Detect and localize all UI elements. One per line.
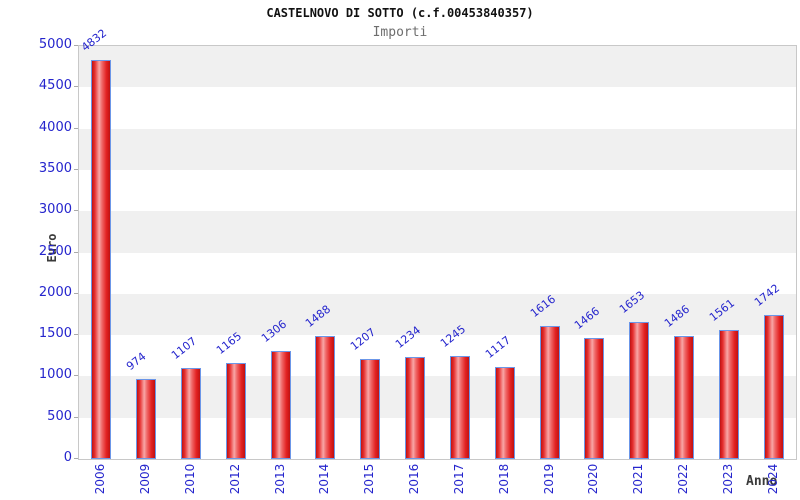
x-tick-label: 2023 — [720, 463, 735, 495]
bar-2014 — [315, 336, 336, 459]
bar-2009 — [136, 378, 157, 459]
x-tick-label: 2012 — [227, 463, 242, 495]
bar-2017 — [449, 356, 470, 459]
y-tick-mark — [74, 86, 78, 88]
x-tick-label: 2024 — [765, 463, 780, 495]
chart-subtitle: Importi — [372, 25, 428, 40]
grid-band — [79, 253, 796, 294]
bar-2021 — [629, 322, 650, 459]
y-tick-mark — [74, 210, 78, 212]
y-tick-label: 4000 — [38, 119, 72, 135]
y-tick-label: 5000 — [38, 37, 72, 52]
y-tick-mark — [74, 334, 78, 336]
y-tick-label: 1000 — [38, 367, 72, 383]
bar-2016 — [405, 357, 426, 459]
grid-band — [79, 46, 796, 88]
y-tick-mark — [74, 168, 78, 170]
y-tick-mark — [74, 292, 78, 294]
y-tick-mark — [74, 458, 78, 459]
x-tick-label: 2019 — [541, 463, 556, 495]
bar-2024 — [763, 315, 784, 459]
bar-2023 — [718, 330, 739, 459]
x-tick-label: 2015 — [362, 463, 377, 495]
x-tick-label: 2018 — [496, 463, 511, 495]
bar-2012 — [225, 362, 246, 459]
x-tick-label: 2021 — [631, 463, 646, 495]
x-tick-label: 2020 — [586, 463, 601, 495]
y-tick-mark — [74, 127, 78, 129]
x-tick-label: 2013 — [272, 463, 287, 495]
x-tick-label: 2014 — [317, 463, 332, 495]
bar-2022 — [673, 336, 694, 459]
grid-band — [79, 87, 796, 128]
y-tick-label: 2500 — [38, 243, 72, 259]
bar-2013 — [270, 351, 291, 459]
bar-2018 — [494, 366, 515, 459]
y-tick-label: 3500 — [38, 160, 72, 176]
x-tick-label: 2009 — [138, 463, 153, 495]
y-tick-label: 2000 — [38, 284, 72, 300]
grid-band — [79, 211, 796, 253]
grid-band — [79, 170, 796, 211]
chart-title: CASTELNOVO DI SOTTO (c.f.00453840357) — [266, 6, 534, 20]
y-tick-label: 4500 — [38, 78, 72, 94]
y-tick-mark — [74, 375, 78, 377]
grid-band — [79, 128, 796, 170]
x-tick-label: 2017 — [451, 463, 466, 495]
y-tick-mark — [74, 251, 78, 253]
y-tick-label: 500 — [47, 408, 72, 424]
bar-2006 — [91, 59, 112, 459]
y-tick-label: 1500 — [38, 326, 72, 342]
y-tick-label: 0 — [63, 450, 72, 465]
y-tick-label: 3000 — [38, 202, 72, 218]
x-tick-label: 2010 — [183, 463, 198, 495]
bar-2015 — [360, 359, 381, 459]
plot-area: 4832 974 1107 1165 1306 1488 1207 1234 1245 1117 1… — [78, 26, 797, 460]
bar-2019 — [539, 325, 560, 459]
y-tick-mark — [74, 45, 78, 46]
x-axis-title: Anno — [746, 474, 778, 489]
x-tick-label: 2006 — [93, 463, 108, 495]
y-tick-mark — [74, 416, 78, 418]
bar-2020 — [584, 337, 605, 459]
grid-band — [79, 293, 796, 336]
x-tick-label: 2022 — [675, 463, 690, 495]
x-tick-label: 2016 — [407, 463, 422, 495]
bar-2010 — [181, 367, 202, 459]
